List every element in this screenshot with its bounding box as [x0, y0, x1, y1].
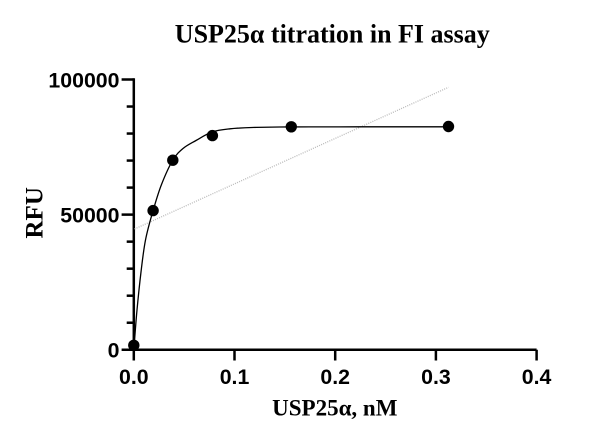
svg-text:USP25α, nM: USP25α, nM	[272, 395, 398, 420]
svg-text:50000: 50000	[60, 204, 119, 228]
svg-text:0.0: 0.0	[119, 365, 149, 389]
svg-text:RFU: RFU	[21, 187, 48, 238]
svg-text:USP25α titration in FI assay: USP25α titration in FI assay	[175, 20, 490, 49]
svg-text:0.2: 0.2	[320, 365, 350, 389]
svg-text:0: 0	[108, 339, 120, 363]
svg-text:0.4: 0.4	[522, 365, 552, 389]
svg-text:100000: 100000	[48, 68, 119, 92]
svg-text:0.1: 0.1	[220, 365, 250, 389]
svg-text:0.3: 0.3	[421, 365, 451, 389]
